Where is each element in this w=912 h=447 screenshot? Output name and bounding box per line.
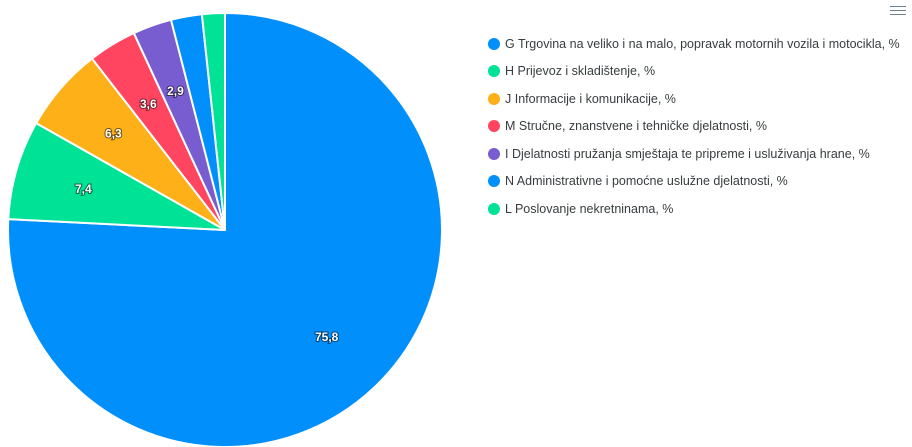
- legend-marker: [488, 92, 500, 105]
- data-label-1: 75,8: [315, 330, 339, 344]
- data-label-5: 2,9: [167, 84, 184, 98]
- data-label-3: 6,3: [105, 126, 122, 140]
- legend-label: M Stručne, znanstvene i tehničke djelatn…: [505, 119, 767, 134]
- pie-slice-7[interactable]: [200, 11, 226, 231]
- legend-item-3[interactable]: J Informacije i komunikacije, %: [488, 85, 900, 113]
- legend-label: H Prijevoz i skladištenje, %: [505, 64, 656, 79]
- legend-marker: [488, 65, 500, 78]
- chart-legend: G Trgovina na veliko i na malo, popravak…: [488, 30, 900, 223]
- data-label-2: 7,4: [75, 182, 92, 196]
- legend-label: N Administrativne i pomoćne uslužne djel…: [505, 174, 788, 189]
- legend-label: G Trgovina na veliko i na malo, popravak…: [505, 36, 900, 51]
- legend-label: L Poslovanje nekretninama, %: [505, 201, 674, 216]
- legend-marker: [488, 175, 500, 188]
- pie-slice-2[interactable]: [7, 121, 226, 231]
- legend-item-1[interactable]: G Trgovina na veliko i na malo, popravak…: [488, 30, 900, 58]
- legend-item-2[interactable]: H Prijevoz i skladištenje, %: [488, 58, 900, 86]
- legend-label: I Djelatnosti pružanja smještaja te prip…: [505, 146, 870, 161]
- legend-label: J Informacije i komunikacije, %: [505, 91, 676, 106]
- legend-item-7[interactable]: L Poslovanje nekretninama, %: [488, 195, 900, 223]
- legend-marker: [488, 120, 500, 133]
- legend-marker: [488, 202, 500, 215]
- legend-marker: [488, 147, 500, 160]
- legend-item-4[interactable]: M Stručne, znanstvene i tehničke djelatn…: [488, 113, 900, 141]
- legend-item-5[interactable]: I Djelatnosti pružanja smještaja te prip…: [488, 140, 900, 168]
- hamburger-menu-icon[interactable]: [890, 3, 906, 17]
- data-label-4: 3,6: [140, 97, 157, 111]
- legend-item-6[interactable]: N Administrativne i pomoćne uslužne djel…: [488, 168, 900, 196]
- legend-marker: [488, 37, 500, 50]
